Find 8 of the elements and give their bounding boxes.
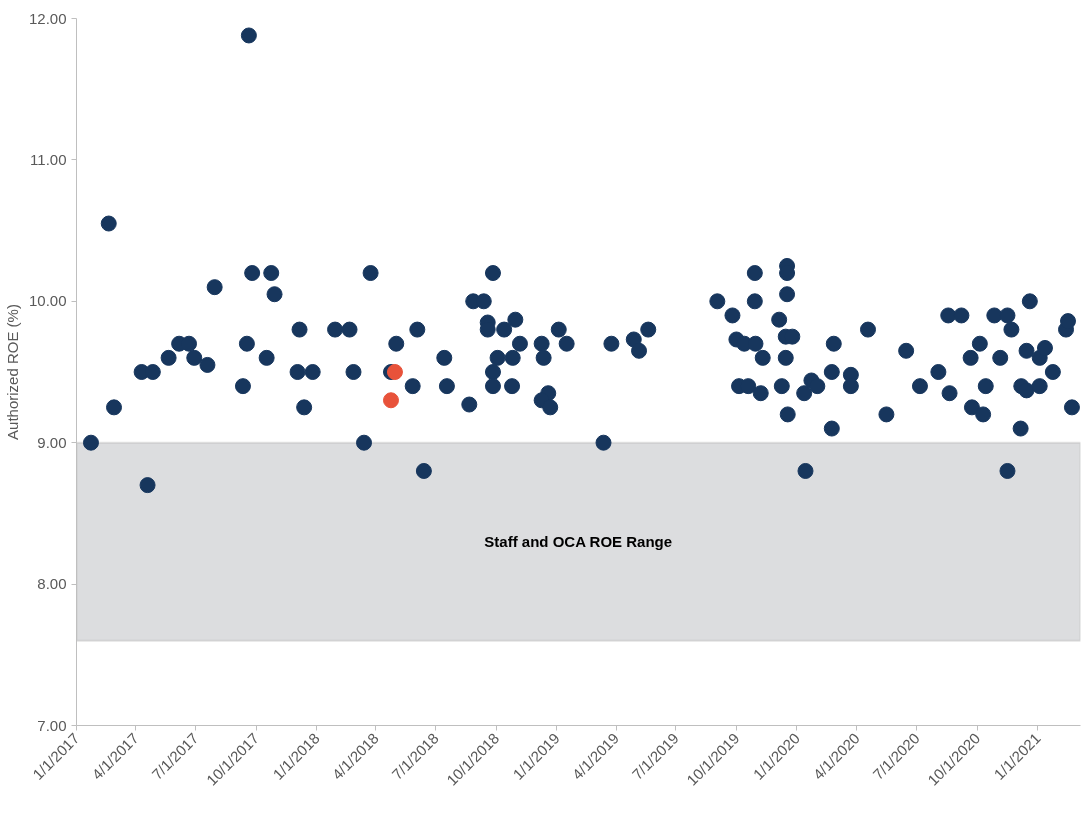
y-tick-label: 10.00 <box>28 292 67 310</box>
y-tick-label: 7.00 <box>37 716 67 734</box>
y-tick-label: 9.00 <box>37 433 67 451</box>
y-tick-label: 11.00 <box>30 150 67 168</box>
y-tick-label: 8.00 <box>37 575 67 593</box>
y-axis-title: Authorized ROE (%) <box>3 304 21 440</box>
y-tick-label: 12.00 <box>28 9 67 27</box>
band-label: Staff and OCA ROE Range <box>484 533 673 551</box>
